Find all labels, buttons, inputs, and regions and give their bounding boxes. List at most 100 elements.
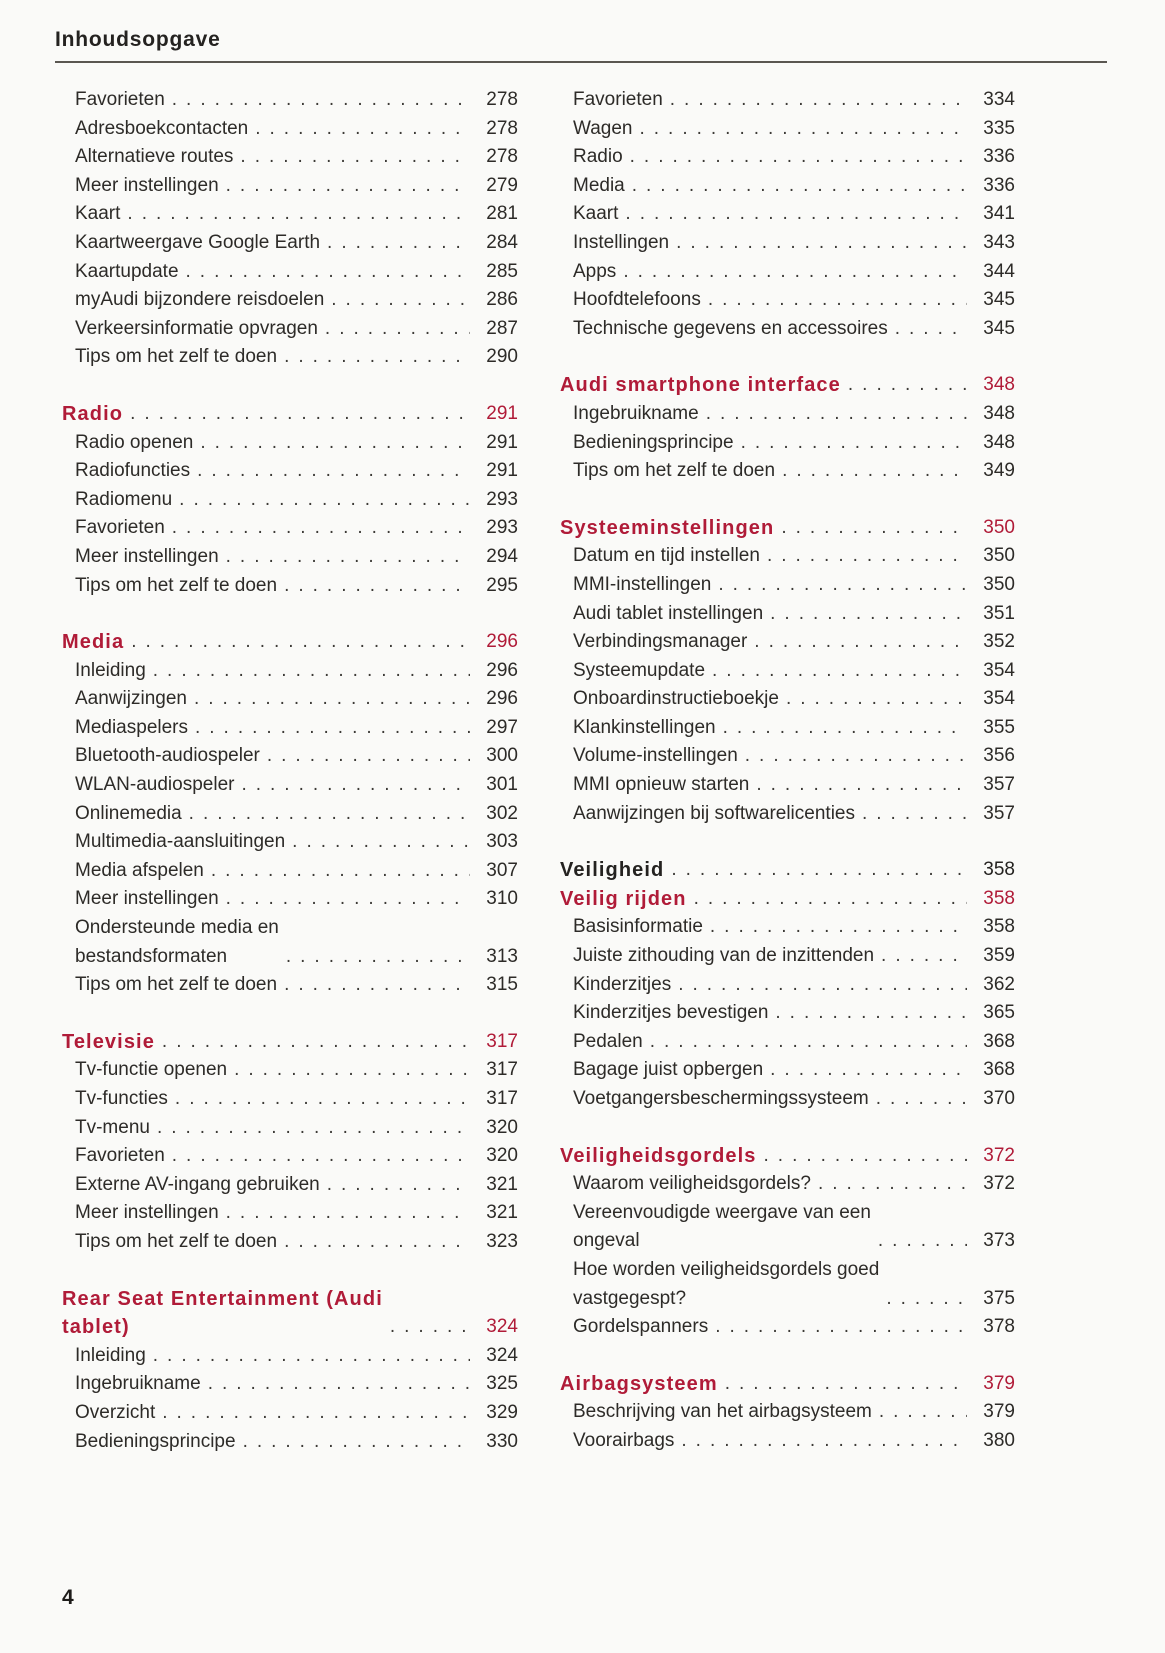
header-rule	[55, 61, 1107, 63]
toc-entry-label: Beschrijving van het airbagsysteem	[573, 1401, 872, 1423]
toc-entry-page: 368	[983, 1059, 1015, 1081]
toc-section: Favorieten278Adresboekcontacten278Altern…	[62, 86, 518, 372]
toc-entry: Voetgangersbeschermingssysteem 370	[560, 1085, 1015, 1114]
toc-entry: Favorieten 293	[62, 514, 518, 543]
toc-entry-page: 370	[983, 1088, 1015, 1109]
toc-entry-page: 343	[983, 231, 1015, 253]
toc-entry: Favorieten 320	[62, 1142, 518, 1171]
toc-entry-page: 284	[486, 231, 518, 253]
toc-section: Radio291Radio openen291Radiofuncties291R…	[62, 400, 518, 600]
toc-entry-page: 278	[486, 117, 518, 139]
toc-entry: Kaartupdate 285	[62, 258, 518, 287]
toc-entry-label: Meer instellingen	[75, 1202, 219, 1224]
dot-leader	[284, 1228, 470, 1257]
toc-entry-label: Gordelspanners	[573, 1316, 709, 1338]
dot-leader	[284, 343, 470, 372]
toc-section-heading-page: 324	[486, 1316, 518, 1338]
toc-entry-label: Klankinstellingen	[573, 716, 716, 738]
toc-entry: Adresboekcontacten 278	[62, 115, 518, 144]
toc-entry-label: Tips om het zelf te doen	[75, 574, 278, 596]
toc-entry-label: Overzicht	[75, 1401, 156, 1423]
toc-entry: Tips om het zelf te doen 315	[62, 971, 518, 1000]
toc-entry-page: 320	[486, 1145, 518, 1167]
toc-entry: Bedieningsprincipe 330	[62, 1428, 518, 1457]
dot-leader	[186, 258, 470, 287]
dot-leader	[640, 115, 968, 144]
toc-entry-label: Mediaspelers	[75, 716, 188, 738]
toc-entry: Kaart 281	[62, 200, 518, 229]
toc-entry-page: 356	[983, 745, 1015, 767]
dot-leader	[211, 857, 470, 886]
toc-entry-page: 320	[486, 1116, 518, 1138]
toc-entry-page: 358	[983, 916, 1015, 938]
toc-entry-page: 351	[983, 602, 1015, 624]
toc-entry-page: 355	[983, 716, 1015, 738]
toc-entry: Aanwijzingen 296	[62, 685, 518, 714]
toc-entry-page: 307	[486, 859, 518, 881]
dot-leader	[200, 429, 470, 458]
toc-section-heading-label: Veiligheid	[560, 859, 665, 882]
toc-section-heading: Media 296	[62, 628, 518, 657]
toc-entry: Juiste zithouding van de inzittenden 359	[560, 942, 1015, 971]
toc-entry: Instellingen 343	[560, 229, 1015, 258]
toc-section-heading: Radio 291	[62, 400, 518, 429]
dot-leader	[175, 1085, 470, 1114]
toc-entry-label: WLAN-audiospeler	[75, 774, 235, 796]
dot-leader	[130, 400, 470, 429]
toc-entry-label: Bedieningsprincipe	[573, 431, 734, 453]
toc-entry: Onboardinstructieboekje 354	[560, 685, 1015, 714]
dot-leader	[226, 543, 470, 572]
toc-entry: Tips om het zelf te doen 323	[62, 1228, 518, 1257]
toc-entry-label: Radio openen	[75, 431, 194, 453]
toc-entry-page: 321	[486, 1173, 518, 1195]
dot-leader	[895, 315, 967, 344]
dot-leader	[848, 371, 967, 400]
toc-entry: WLAN-audiospeler 301	[62, 771, 518, 800]
toc-entry-page: 365	[983, 1002, 1015, 1024]
toc-entry: Externe AV-ingang gebruiken 321	[62, 1171, 518, 1200]
toc-entry: Datum en tijd instellen 350	[560, 542, 1015, 571]
dot-leader	[172, 1142, 470, 1171]
toc-entry: Tv-menu 320	[62, 1114, 518, 1143]
dot-leader	[197, 457, 470, 486]
toc-entry: Kinderzitjes bevestigen 365	[560, 999, 1015, 1028]
toc-entry: Klankinstellingen 355	[560, 714, 1015, 743]
toc-entry-label: Vereenvoudigde weergave van een ongeval	[573, 1201, 871, 1252]
dot-leader	[862, 800, 967, 829]
dot-leader	[876, 1085, 967, 1114]
dot-leader	[240, 143, 470, 172]
toc-entry: Bedieningsprincipe 348	[560, 429, 1015, 458]
toc-entry: Tips om het zelf te doen 349	[560, 457, 1015, 486]
dot-leader	[241, 771, 470, 800]
toc-entry-label: Audi tablet instellingen	[573, 602, 764, 624]
toc-entry: MMI-instellingen 350	[560, 571, 1015, 600]
dot-leader	[715, 1313, 967, 1342]
dot-leader	[770, 600, 967, 629]
dot-leader	[786, 685, 967, 714]
toc-entry: Apps 344	[560, 258, 1015, 287]
toc-entry: Volume-instellingen 356	[560, 742, 1015, 771]
toc-entry: Kaartweergave Google Earth 284	[62, 229, 518, 258]
dot-leader	[650, 1028, 967, 1057]
toc-entry-label: Meer instellingen	[75, 174, 219, 196]
toc-entry-page: 291	[486, 460, 518, 482]
dot-leader	[127, 200, 470, 229]
toc-entry-page: 335	[983, 117, 1015, 139]
toc-section: Media296Inleiding296Aanwijzingen296Media…	[62, 628, 518, 1000]
toc-entry-page: 297	[486, 716, 518, 738]
toc-entry-page: 293	[486, 517, 518, 539]
toc-entry: Beschrijving van het airbagsysteem 379	[560, 1398, 1015, 1427]
toc-entry-page: 300	[486, 745, 518, 767]
toc-entry-page: 281	[486, 203, 518, 225]
toc-entry-page: 330	[486, 1430, 518, 1452]
toc-entry-label: Kinderzitjes	[573, 973, 672, 995]
toc-entry-label: Onboardinstructieboekje	[573, 688, 779, 710]
toc-entry-label: MMI-instellingen	[573, 573, 712, 595]
dot-leader	[327, 1171, 470, 1200]
toc-entry-page: 286	[486, 289, 518, 311]
toc-entry-page: 378	[983, 1316, 1015, 1338]
toc-entry-label: Inleiding	[75, 1344, 146, 1366]
dot-leader	[878, 1227, 967, 1256]
toc-entry-page: 317	[486, 1088, 518, 1109]
toc-entry-page: 354	[983, 688, 1015, 710]
